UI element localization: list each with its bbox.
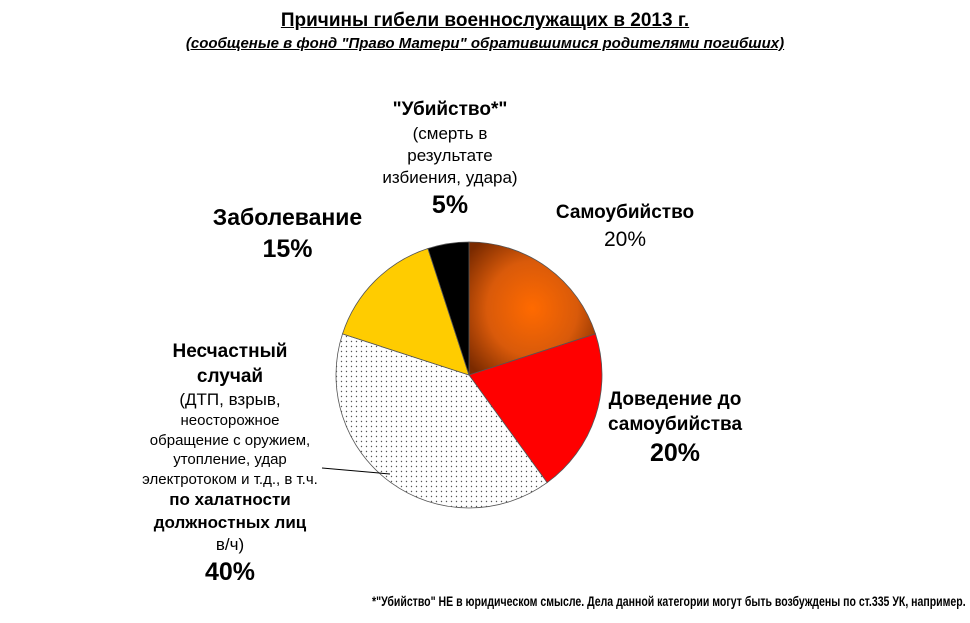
label-disease-pct: 15% (262, 234, 313, 263)
pie-slice-accident (335, 333, 548, 509)
label-murder-name: "Убийство*" (392, 99, 508, 120)
label-driven-pct: 20% (649, 439, 701, 468)
label-driven-name1: Доведение до (608, 389, 742, 410)
label-accident-bold2: должностных лиц (153, 512, 307, 532)
label-murder-line2: результате (407, 145, 493, 165)
label-murder-pct: 5% (431, 190, 469, 219)
label-accident-small1: неосторожное (180, 412, 280, 430)
label-accident-name2: случай (196, 365, 264, 387)
label-accident-pct: 40% (204, 557, 256, 586)
label-suicide-name: Самоубийство (555, 202, 695, 223)
footnote: *"Убийство" НЕ в юридическом смысле. Дел… (372, 594, 966, 609)
label-driven-name2: самоубийства (607, 413, 743, 435)
label-accident-line3: (ДТП, взрыв, (179, 390, 281, 410)
chart-title: Причины гибели военнослужащих в 2013 г. (280, 10, 690, 31)
label-accident-bold1: по халатности (169, 490, 291, 510)
label-accident-small4: электротоком и т.д., в т.ч. (142, 470, 318, 488)
pie-slice-suicide (468, 241, 596, 376)
label-murder-line3: избиения, удара) (382, 167, 518, 187)
label-accident-small2: обращение с оружием, (149, 431, 311, 449)
label-suicide-pct: 20% (603, 227, 647, 251)
label-driven: Доведение до самоубийства 20% (595, 388, 755, 470)
label-murder: "Убийство*" (смерть в результате избиени… (360, 98, 540, 221)
label-accident: Несчастный случай (ДТП, взрыв, неосторож… (130, 340, 330, 588)
accident-leader-line (321, 467, 391, 475)
label-disease: Заболевание 15% (195, 203, 380, 265)
pie-slice-disease (342, 248, 470, 376)
label-accident-small3: утопление, удар (173, 451, 287, 469)
pie-slice-driven (468, 333, 603, 484)
label-suicide: Самоубийство 20% (540, 201, 710, 253)
label-accident-end: в/ч) (215, 534, 245, 554)
label-murder-line1: (смерть в (412, 123, 488, 143)
label-accident-name1: Несчастный (172, 341, 288, 362)
label-disease-name: Заболевание (212, 204, 363, 230)
pie-slice-murder (427, 241, 470, 376)
chart-subtitle: (сообщеные в фонд "Право Матери" обратив… (185, 35, 785, 52)
